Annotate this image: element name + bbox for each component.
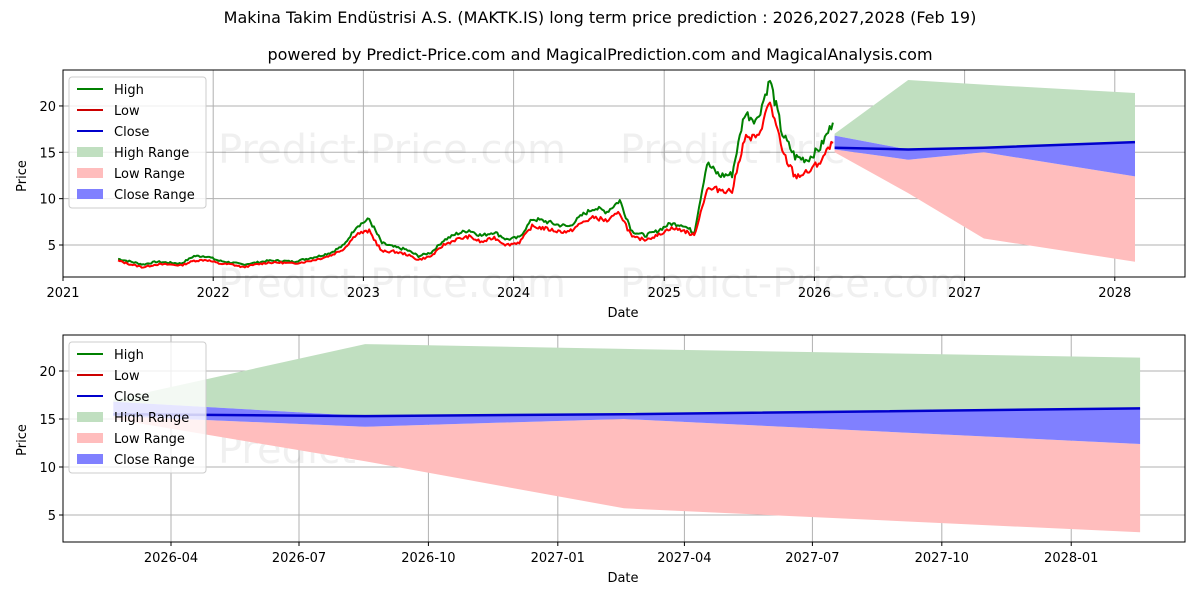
legend-label: Close Range [114, 453, 195, 468]
y-tick-label: 10 [39, 193, 56, 208]
legend-label: High Range [114, 411, 189, 426]
x-tick-label: 2027-04 [657, 551, 711, 566]
close-line [113, 407, 1141, 418]
watermark: Predict-Price.com [218, 127, 566, 173]
legend-label: High [114, 348, 144, 363]
legend-box [68, 341, 207, 474]
y-axis-label: Price [15, 160, 30, 192]
y-tick-label: 20 [39, 365, 56, 380]
high-range-band [834, 80, 1135, 150]
forecast-bands [113, 344, 1141, 533]
legend-label: Close Range [114, 188, 195, 203]
legend-swatch [77, 147, 103, 157]
y-tick-label: 20 [39, 100, 56, 115]
legend-label: Low Range [114, 167, 185, 182]
y-tick-label: 5 [48, 509, 56, 524]
y-tick-label: 15 [39, 413, 56, 428]
high-range-band [113, 344, 1141, 417]
x-tick-label: 2027-01 [531, 551, 585, 566]
price-lines [117, 79, 834, 269]
watermark: Predict-Price.com [620, 261, 968, 307]
x-tick-label: 2028 [1098, 286, 1131, 301]
legend: High Low Close High Range Low Range Close Ran… [68, 76, 207, 209]
legend-swatch [77, 189, 103, 199]
low-range-band [834, 149, 1135, 262]
x-tick-label: 2021 [46, 286, 79, 301]
legend-swatch [77, 454, 103, 464]
low-line [117, 101, 834, 269]
x-tick-label: 2023 [347, 286, 380, 301]
y-tick-label: 5 [48, 239, 56, 254]
close-line [834, 140, 1136, 151]
x-tick-label: 2027-07 [785, 551, 839, 566]
y-tick-label: 10 [39, 461, 56, 476]
legend-label: Low [114, 104, 140, 119]
y-axis: 5 10 15 20 [39, 100, 63, 254]
x-tick-label: 2026-07 [272, 551, 326, 566]
legend-label: Close [114, 125, 149, 140]
top-chart: Predict-Price.com Predict-Price.com 2021… [15, 69, 1186, 321]
y-tick-label: 15 [39, 146, 56, 161]
x-axis: 2021 2022 2023 2024 2025 2026 2027 2028 [46, 277, 1131, 301]
high-line [117, 79, 834, 266]
x-tick-label: 2028-01 [1044, 551, 1098, 566]
legend-box [68, 76, 207, 209]
legend-label: Close [114, 390, 149, 405]
y-axis-label: Price [15, 424, 30, 456]
x-tick-label: 2026-10 [401, 551, 455, 566]
legend: High Low Close High Range Low Range Close Ran… [68, 341, 207, 474]
legend-swatch [77, 433, 103, 443]
x-axis-label: Date [607, 571, 638, 586]
legend-swatch [77, 412, 103, 422]
legend-label: Low [114, 369, 140, 384]
plot-frame [62, 69, 1186, 278]
x-tick-label: 2027 [948, 286, 981, 301]
x-tick-label: 2026-04 [144, 551, 198, 566]
x-tick-label: 2022 [197, 286, 230, 301]
legend-label: Low Range [114, 432, 185, 447]
x-axis-label: Date [607, 306, 638, 321]
x-tick-label: 2024 [497, 286, 530, 301]
bottom-chart: Predict-Price.com Predict-Price.com Pred… [15, 261, 1186, 586]
x-tick-label: 2027-10 [915, 551, 969, 566]
low-range-band [113, 416, 1141, 533]
chart-subtitle: powered by Predict-Price.com and Magical… [267, 45, 933, 64]
legend-label: High Range [114, 146, 189, 161]
x-tick-label: 2025 [648, 286, 681, 301]
x-tick-label: 2026 [798, 286, 831, 301]
legend-label: High [114, 83, 144, 98]
legend-swatch [77, 168, 103, 178]
watermark: Predict-Price.com [218, 261, 566, 307]
forecast-bands [834, 80, 1136, 262]
plot-frame [62, 334, 1186, 543]
chart-title: Makina Takim Endüstrisi A.S. (MAKTK.IS) … [223, 8, 977, 27]
y-axis: 5 10 15 20 [39, 365, 63, 524]
x-axis: 2026-04 2026-07 2026-10 2027-01 2027-04 2027-… [144, 542, 1098, 566]
